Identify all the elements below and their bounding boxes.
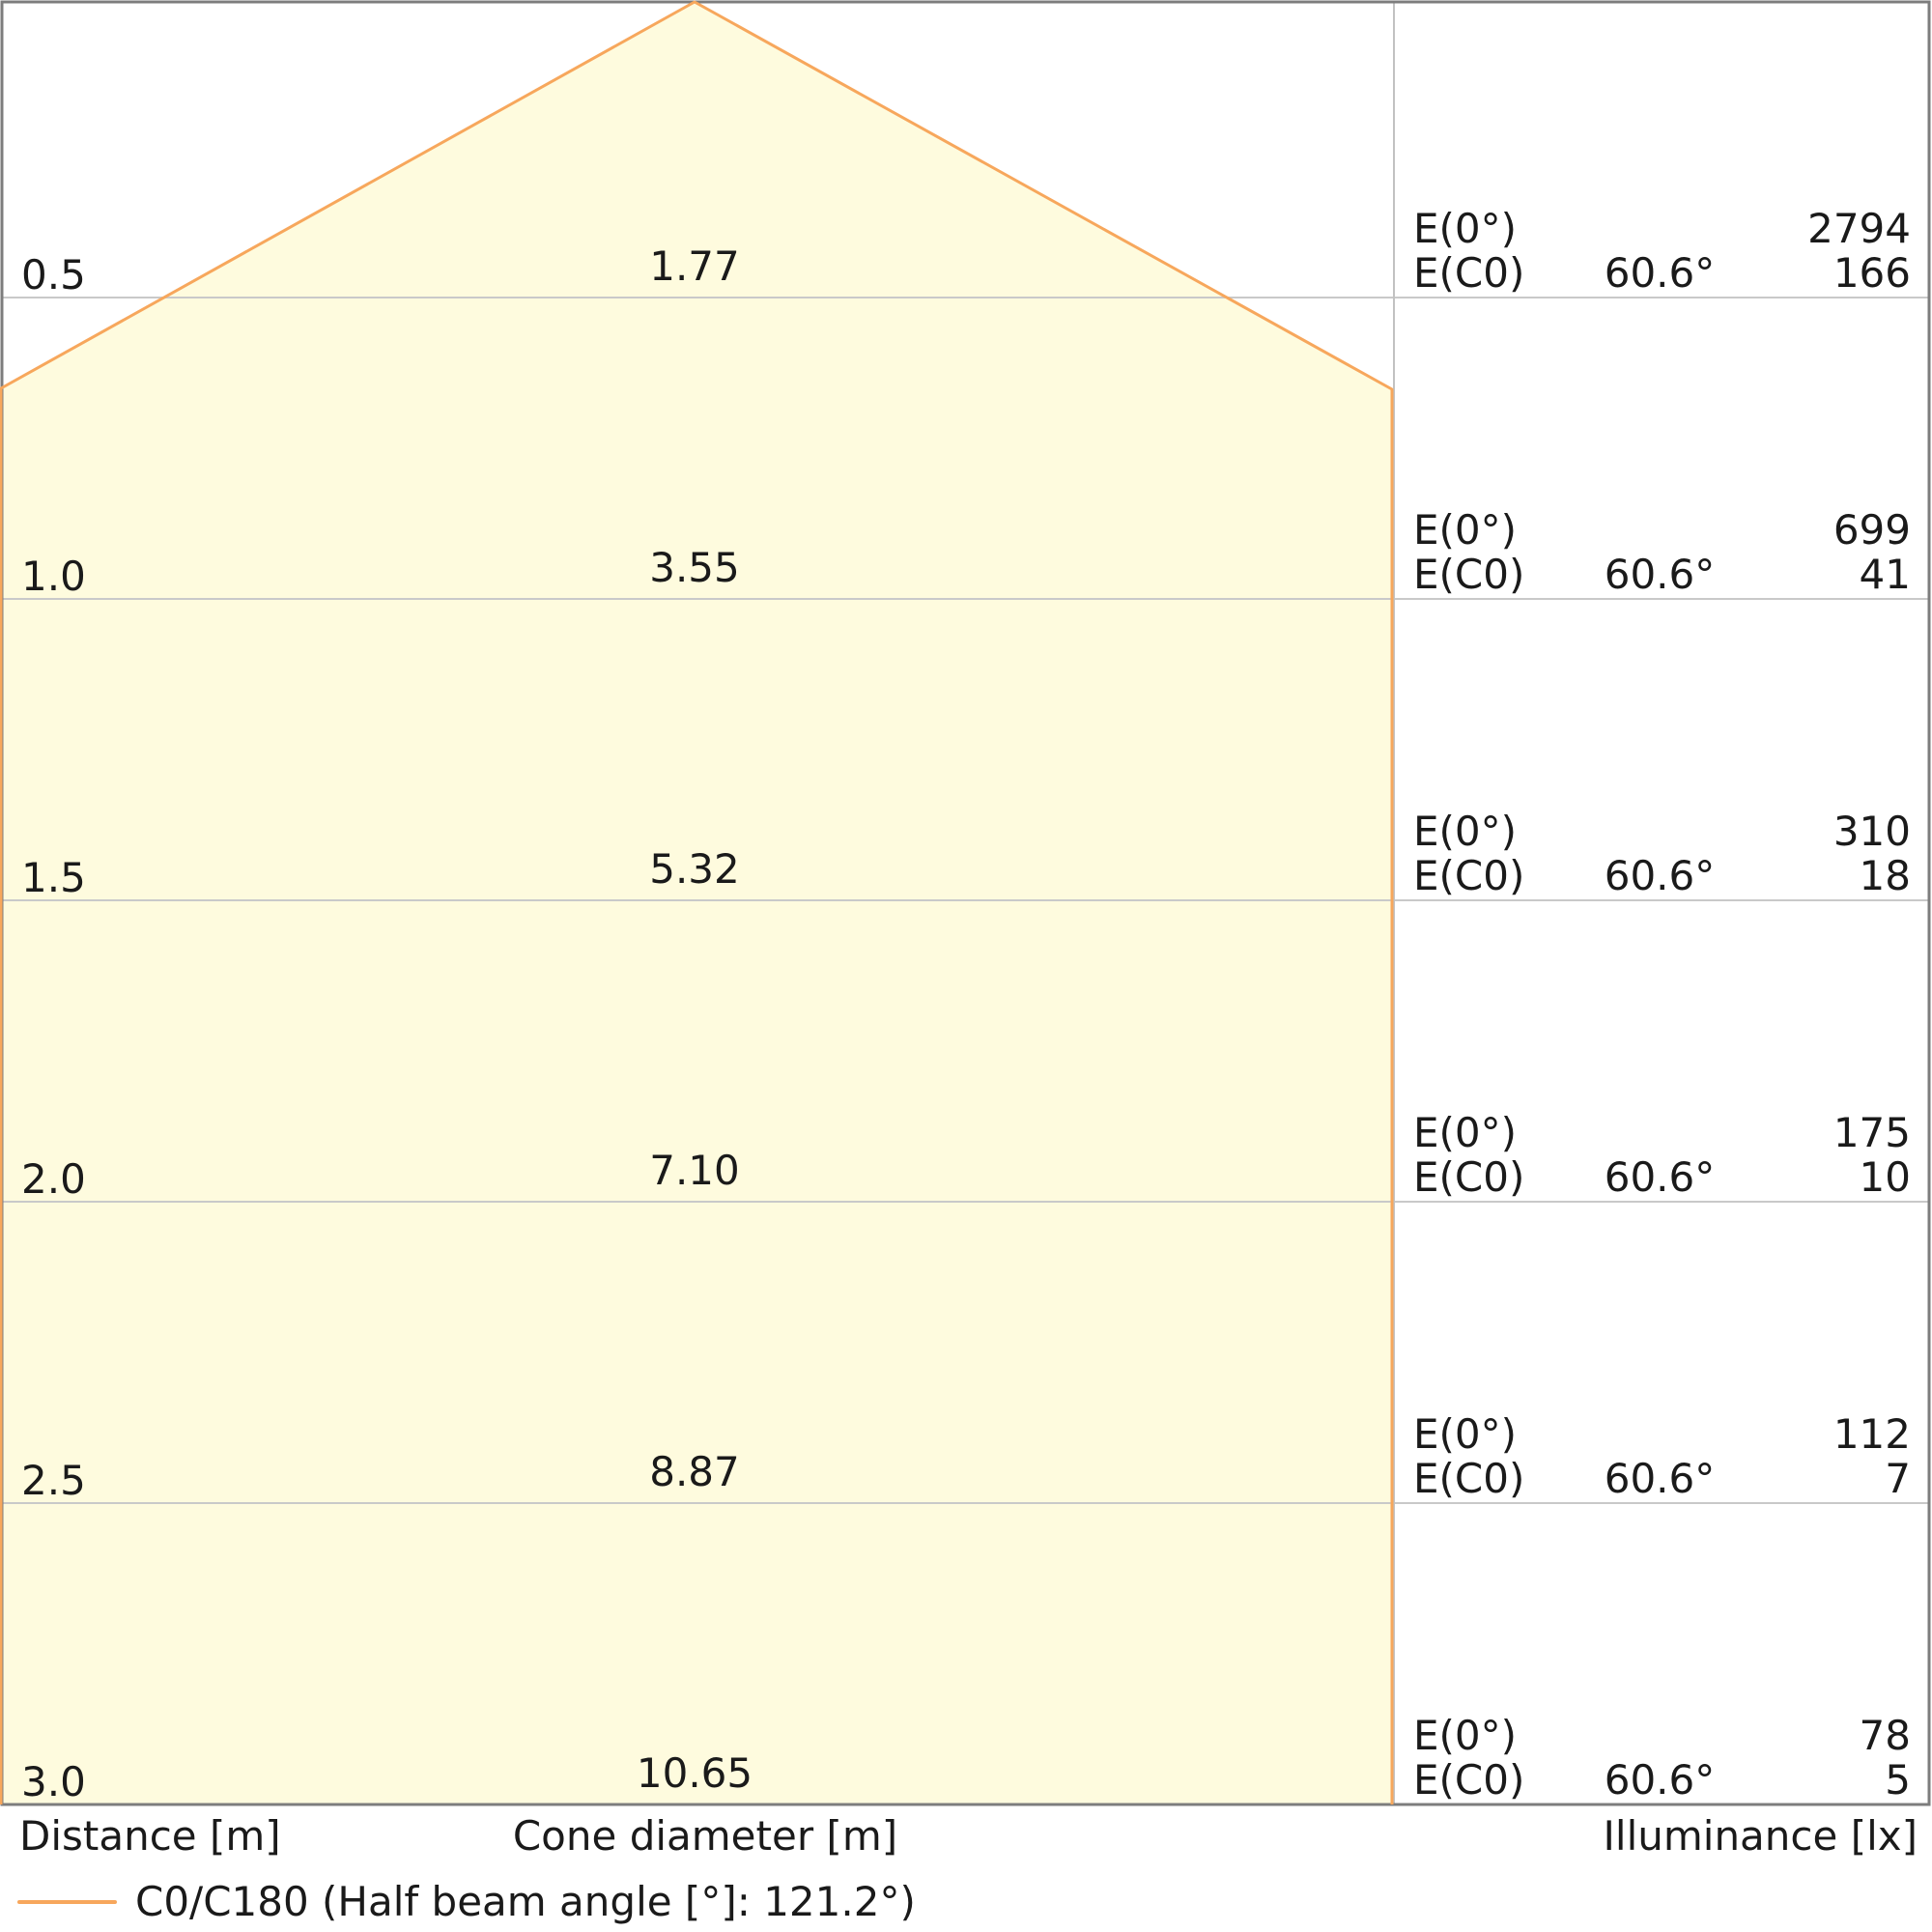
e0-line: E(0°) 78 [1394, 1714, 1920, 1758]
cone-diameter-value: 10.65 [636, 1749, 753, 1797]
e0-label: E(0°) [1413, 1109, 1518, 1156]
ec0-value: 166 [1833, 249, 1911, 297]
cone-diameter-value: 1.77 [649, 242, 740, 290]
axis-label-illuminance: Illuminance [lx] [1603, 1812, 1918, 1860]
e0-label: E(0°) [1413, 1712, 1518, 1759]
cone-diameter-value: 3.55 [649, 544, 740, 591]
illuminance-row: E(0°) 310 E(C0) 60.6° 18 [1394, 810, 1920, 898]
ec0-value: 5 [1885, 1756, 1911, 1804]
e0-label: E(0°) [1413, 205, 1518, 252]
distance-label: 3.0 [21, 1758, 86, 1805]
ec0-line: E(C0) 60.6° 166 [1394, 251, 1920, 296]
e0-value: 2794 [1807, 205, 1911, 252]
e0-value: 310 [1833, 808, 1911, 855]
half-beam-angle-value: 60.6° [1604, 249, 1716, 297]
e0-line: E(0°) 175 [1394, 1111, 1920, 1155]
half-beam-angle-value: 60.6° [1604, 852, 1716, 899]
ec0-line: E(C0) 60.6° 5 [1394, 1758, 1920, 1803]
cone-diameter-value: 5.32 [649, 845, 740, 893]
illuminance-row: E(0°) 699 E(C0) 60.6° 41 [1394, 508, 1920, 597]
illuminance-row: E(0°) 112 E(C0) 60.6° 7 [1394, 1412, 1920, 1501]
e0-label: E(0°) [1413, 1410, 1518, 1458]
cone-diameter-value: 8.87 [649, 1448, 740, 1495]
ec0-label: E(C0) [1413, 1153, 1525, 1201]
half-beam-angle-value: 60.6° [1604, 1455, 1716, 1502]
legend-label: C0/C180 (Half beam angle [°]: 121.2°) [135, 1878, 916, 1925]
ec0-label: E(C0) [1413, 1455, 1525, 1502]
cone-diameter-value: 7.10 [649, 1147, 740, 1194]
legend-line-swatch [17, 1900, 117, 1904]
axis-label-distance: Distance [m] [19, 1812, 281, 1860]
ec0-value: 10 [1859, 1153, 1911, 1201]
distance-label: 1.0 [21, 553, 86, 600]
ec0-label: E(C0) [1413, 852, 1525, 899]
light-cone-fill [1, 2, 1392, 1804]
illuminance-row: E(0°) 175 E(C0) 60.6° 10 [1394, 1111, 1920, 1200]
beam-edge-line [0, 0, 1394, 1804]
ec0-line: E(C0) 60.6° 41 [1394, 553, 1920, 597]
illuminance-row: E(0°) 78 E(C0) 60.6° 5 [1394, 1714, 1920, 1803]
ec0-line: E(C0) 60.6° 10 [1394, 1155, 1920, 1200]
ec0-value: 41 [1859, 551, 1911, 598]
half-beam-angle-value: 60.6° [1604, 551, 1716, 598]
ec0-value: 18 [1859, 852, 1911, 899]
half-beam-angle-value: 60.6° [1604, 1153, 1716, 1201]
distance-label: 0.5 [21, 251, 86, 298]
e0-line: E(0°) 112 [1394, 1412, 1920, 1457]
e0-value: 175 [1833, 1109, 1911, 1156]
e0-value: 699 [1833, 506, 1911, 554]
half-beam-angle-value: 60.6° [1604, 1756, 1716, 1804]
axis-label-cone-diameter: Cone diameter [m] [512, 1812, 898, 1860]
distance-label: 2.5 [21, 1457, 86, 1504]
e0-label: E(0°) [1413, 808, 1518, 855]
illuminance-row: E(0°) 2794 E(C0) 60.6° 166 [1394, 207, 1920, 296]
distance-label: 1.5 [21, 854, 86, 901]
ec0-line: E(C0) 60.6° 18 [1394, 854, 1920, 898]
e0-line: E(0°) 2794 [1394, 207, 1920, 251]
ec0-label: E(C0) [1413, 1756, 1525, 1804]
ec0-label: E(C0) [1413, 249, 1525, 297]
ec0-line: E(C0) 60.6° 7 [1394, 1457, 1920, 1501]
distance-label: 2.0 [21, 1155, 86, 1203]
ec0-label: E(C0) [1413, 551, 1525, 598]
e0-line: E(0°) 310 [1394, 810, 1920, 854]
e0-value: 112 [1833, 1410, 1911, 1458]
e0-value: 78 [1859, 1712, 1911, 1759]
ec0-value: 7 [1885, 1455, 1911, 1502]
e0-label: E(0°) [1413, 506, 1518, 554]
e0-line: E(0°) 699 [1394, 508, 1920, 553]
